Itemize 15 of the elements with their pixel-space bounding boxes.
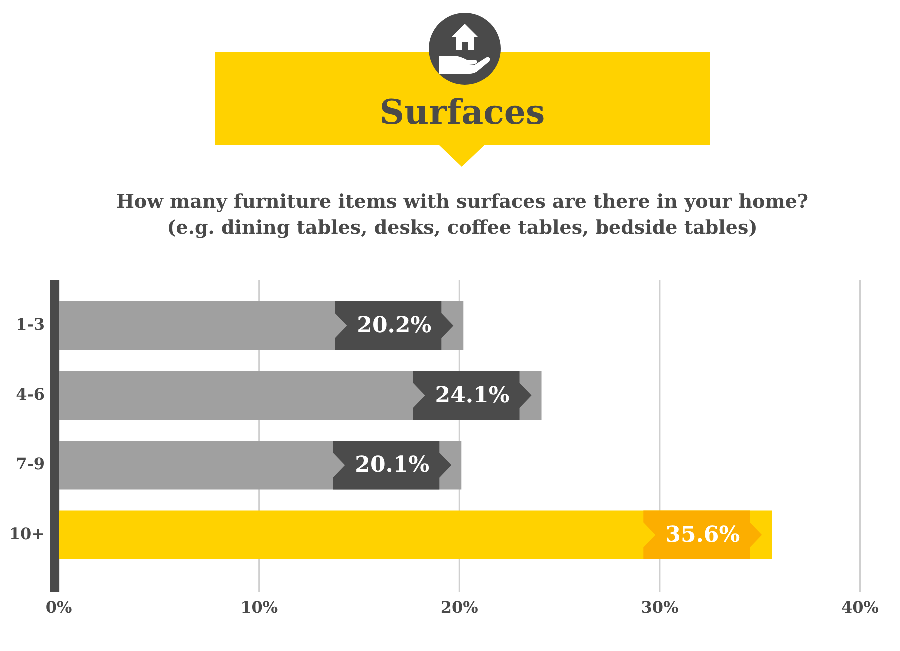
- y-tick-label: 10+: [9, 524, 45, 544]
- chart-subtitle: How many furniture items with surfaces are there in your home? (e.g. dining tables, desks, coffee tables, bedside tables): [115, 190, 810, 241]
- x-tick-label: 20%: [440, 598, 478, 617]
- y-tick-label: 4-6: [16, 384, 45, 404]
- x-tick-label: 40%: [842, 598, 879, 617]
- data-label: 20.2%: [357, 312, 432, 339]
- y-tick-label: 1-3: [16, 315, 45, 334]
- data-label: 35.6%: [666, 522, 740, 548]
- data-label: 20.1%: [355, 452, 430, 478]
- y-tick-label: 7-9: [16, 454, 45, 474]
- data-label: 24.1%: [435, 382, 510, 408]
- x-tick-label: 30%: [641, 598, 679, 617]
- chart-title: Surfaces: [378, 92, 546, 135]
- x-tick-label: 0%: [46, 598, 72, 617]
- x-tick-label: 10%: [240, 598, 278, 617]
